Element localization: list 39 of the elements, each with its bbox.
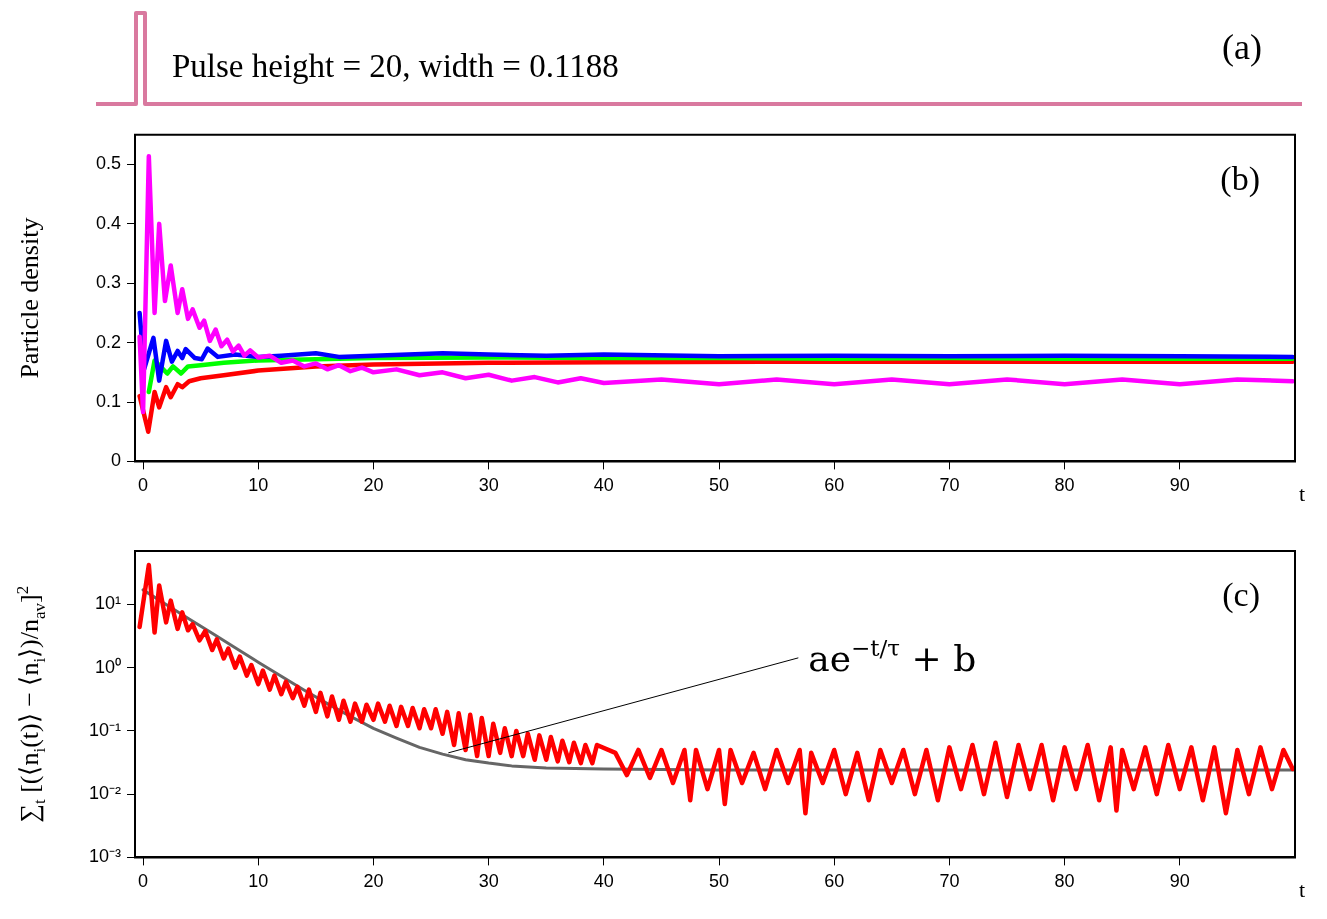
y-tick-label: 0.1 — [95, 390, 121, 411]
x-tick-label: 60 — [824, 871, 845, 892]
annotation: (c) — [1222, 576, 1261, 614]
y-tick-label: 0.4 — [95, 212, 121, 233]
text: Pulse height = 20, width = 0.1188 — [172, 48, 619, 85]
text: (a) — [1222, 26, 1262, 68]
x-tick-label: 70 — [939, 871, 960, 892]
x-tick-label: 40 — [593, 871, 614, 892]
y-tick-label: 10⁰ — [94, 656, 121, 677]
x-tick-label: 90 — [1169, 475, 1190, 496]
y-tick-label: 0.2 — [95, 331, 121, 352]
x-tick-label: 60 — [824, 475, 845, 496]
x-tick-label: 90 — [1169, 871, 1190, 892]
x-tick-label: 20 — [363, 871, 384, 892]
x-tick-label: 20 — [363, 475, 384, 496]
x-axis-title: t — [1299, 877, 1306, 903]
text: ∑t [(⟨ni(t)⟩ − ⟨ni⟩)/nav]2 — [12, 585, 49, 823]
x-tick-label: 70 — [939, 475, 960, 496]
x-tick-label: 0 — [138, 475, 149, 496]
x-tick-label: 80 — [1054, 871, 1075, 892]
y-tick-label: 0.3 — [95, 272, 121, 293]
y-tick-label: 10⁻² — [88, 783, 122, 804]
annotation: (b) — [1220, 159, 1261, 198]
x-tick-label: 50 — [709, 871, 730, 892]
x-tick-label: 10 — [248, 871, 269, 892]
y-tick-label: 0 — [110, 450, 121, 471]
x-axis-title: t — [1299, 481, 1306, 507]
x-tick-label: 30 — [478, 871, 499, 892]
y-tick-label: 10¹ — [94, 593, 122, 614]
y-tick-label: 10⁻¹ — [88, 719, 122, 740]
x-tick-label: 30 — [478, 475, 499, 496]
x-tick-label: 50 — [709, 475, 730, 496]
y-tick-label: 10⁻³ — [88, 846, 122, 867]
x-tick-label: 0 — [138, 871, 149, 892]
y-tick-label: 0.5 — [95, 153, 121, 174]
x-tick-label: 80 — [1054, 475, 1075, 496]
y-axis-title: Particle density — [15, 217, 44, 379]
x-tick-label: 10 — [248, 475, 269, 496]
x-tick-label: 40 — [593, 475, 614, 496]
